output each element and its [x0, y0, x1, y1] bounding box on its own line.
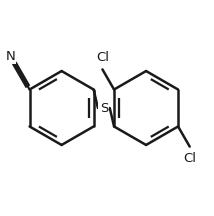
Text: Cl: Cl [96, 51, 109, 64]
Text: Cl: Cl [183, 152, 196, 165]
Text: N: N [6, 50, 15, 63]
Text: S: S [100, 102, 108, 114]
